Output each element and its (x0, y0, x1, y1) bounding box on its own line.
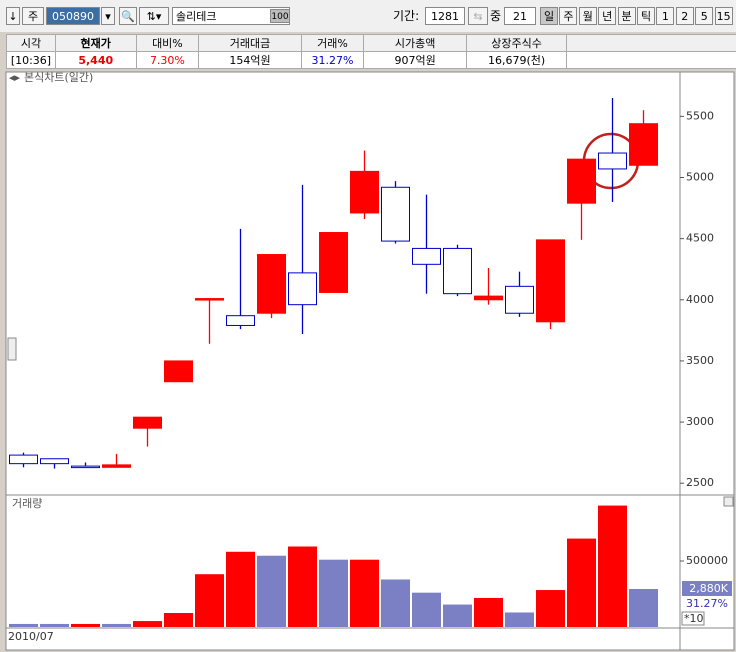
volume-title: 거래량 (12, 497, 42, 510)
table-header: 대비% (135, 34, 200, 52)
period-button[interactable]: 분 (617, 7, 636, 25)
option-button[interactable]: ⇅▾ (139, 7, 169, 25)
candle-body (195, 298, 224, 301)
y-tick-label: 5000 (686, 170, 714, 183)
candle-body (505, 285, 534, 314)
period-button[interactable]: 년 (598, 7, 617, 25)
candle-body (443, 247, 472, 295)
price-title: 본식차트(일간) (24, 70, 93, 84)
table-header: 상장주식수 (465, 34, 568, 52)
y-tick-label: 500000 (686, 554, 728, 567)
volume-bar (40, 623, 69, 627)
y-tick-label: 5500 (686, 109, 714, 122)
apply-button[interactable]: ⇆ (468, 7, 488, 25)
multiplier: *10 (684, 612, 704, 625)
volume-bar (567, 538, 596, 627)
candle-body (133, 416, 162, 429)
volume-bar (226, 551, 255, 627)
volume-bar (505, 612, 534, 627)
close-button[interactable] (723, 496, 734, 507)
expand-tab[interactable] (7, 337, 17, 361)
volume-bar (598, 505, 627, 627)
volume-bar (350, 559, 379, 627)
volume-marker: 2,880K (689, 582, 728, 595)
table-header: 시가총액 (363, 34, 467, 52)
period-button[interactable]: 틱 (637, 7, 655, 25)
candle-body (412, 247, 441, 265)
candle-body (474, 295, 503, 301)
multiplier-box (681, 611, 705, 626)
candle-body (226, 315, 255, 326)
candle-body (598, 152, 627, 170)
volume-percent: 31.27% (686, 597, 728, 610)
volume-bar (319, 559, 348, 627)
period-label: 기간: (393, 9, 420, 23)
candle-body (9, 454, 38, 465)
candle-body (350, 170, 379, 214)
chart-title: ◂▸ (9, 71, 21, 84)
period-button[interactable]: 5 (695, 7, 714, 25)
volume-bar (9, 623, 38, 627)
table-cell: 907억원 (363, 51, 467, 69)
volume-bar (536, 590, 565, 627)
candle-body (71, 465, 100, 469)
middle-label: 중 (490, 9, 502, 23)
volume-bar (629, 588, 658, 627)
candle-body (164, 360, 193, 383)
volume-bar (164, 613, 193, 627)
period-button[interactable]: 2 (675, 7, 694, 25)
middle-input[interactable]: 21 (504, 7, 536, 25)
candle-body (102, 464, 131, 468)
y-tick-label: 4000 (686, 293, 714, 306)
candle-body (629, 123, 658, 166)
table-cell: 31.27% (300, 51, 365, 69)
table-filler (566, 51, 736, 69)
volume-bar (412, 592, 441, 627)
y-tick-label: 2500 (686, 476, 714, 489)
candle-body (40, 458, 69, 465)
table-cell: 7.30% (135, 51, 200, 69)
candle-body (381, 186, 410, 242)
candle-body (319, 232, 348, 293)
volume-bar (443, 604, 472, 627)
table-header: 시각 (6, 34, 56, 52)
candle-body (288, 272, 317, 306)
kind-select[interactable]: 주 (22, 7, 44, 25)
candle-body (257, 254, 286, 314)
y-tick-label: 4500 (686, 232, 714, 245)
y-tick-label: 3000 (686, 415, 714, 428)
candle-body (536, 239, 565, 323)
dropdown[interactable]: ▾ (101, 7, 115, 25)
toolbar: ↓ 주 050890 ▾ 🔍 ⇅▾ 솔리테크 100 기간: 1281 ⇆ 중 … (0, 0, 736, 32)
period-button[interactable]: 1 (656, 7, 675, 25)
stock-name: 솔리테크 (172, 7, 290, 25)
search-button[interactable]: 🔍 (119, 7, 137, 25)
code-input[interactable]: 050890 (46, 7, 100, 25)
volume-bar (102, 623, 131, 627)
period-button[interactable]: 주 (559, 7, 578, 25)
volume-bar (288, 546, 317, 627)
table-cell: 154억원 (198, 51, 302, 69)
volume-bar (195, 574, 224, 627)
period-button[interactable]: 월 (578, 7, 597, 25)
volume-marker-box (682, 580, 732, 596)
volume-bar (133, 621, 162, 627)
table-cell: 5,440 (54, 51, 137, 69)
table-cell: [10:36] (6, 51, 56, 69)
x-tick-label: 2010/07 (8, 630, 54, 643)
period-input[interactable]: 1281 (425, 7, 465, 25)
candle-body (567, 158, 596, 204)
info-table: 시각 현재가 대비% 거래대금 거래% 시가총액 상장주식수 [10:36] 5,440 7.3… (6, 34, 736, 69)
volume-bar (474, 597, 503, 627)
period-button[interactable]: 일 (540, 7, 558, 25)
volume-bar (71, 623, 100, 627)
y-tick-label: 3500 (686, 354, 714, 367)
sort-button[interactable]: ↓ (6, 7, 20, 25)
period-button[interactable]: 15 (714, 7, 733, 25)
ratio-tag: 100 (270, 9, 290, 23)
volume-bar (381, 579, 410, 627)
volume-bar (257, 555, 286, 627)
